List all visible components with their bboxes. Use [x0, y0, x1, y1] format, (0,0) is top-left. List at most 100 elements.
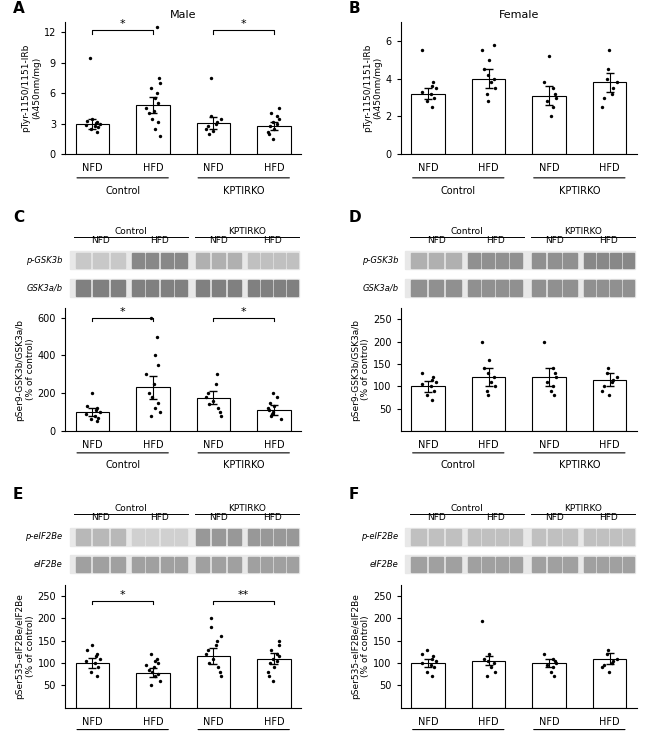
Text: HFD: HFD: [486, 237, 504, 245]
Point: [90, 410, 101, 422]
Text: Control: Control: [441, 460, 476, 470]
Bar: [597, 557, 608, 573]
Point: [86, 387, 97, 399]
Point: [490, 666, 501, 678]
Bar: [497, 280, 508, 296]
Point: [268, 400, 279, 412]
Point: [201, 648, 211, 660]
Point: [86, 639, 97, 651]
Point: [272, 655, 282, 667]
Bar: [261, 557, 272, 573]
Point: [152, 652, 162, 664]
Point: [599, 91, 609, 103]
Point: [426, 380, 436, 392]
Point: [612, 652, 622, 664]
Bar: [411, 94, 445, 154]
Point: [548, 363, 558, 374]
Point: [422, 643, 432, 655]
Bar: [597, 529, 608, 545]
Text: NFD: NFD: [91, 513, 110, 523]
Bar: [136, 673, 170, 708]
Bar: [472, 661, 505, 708]
Bar: [584, 253, 595, 268]
Point: [203, 657, 214, 669]
Point: [152, 21, 162, 33]
Point: [603, 643, 613, 655]
Y-axis label: pSer535-eIF2Be/eIF2Be
(% of control): pSer535-eIF2Be/eIF2Be (% of control): [351, 593, 370, 699]
Bar: [532, 377, 566, 431]
Point: [150, 123, 161, 135]
Point: [268, 406, 279, 418]
Point: [486, 662, 496, 674]
Point: [147, 666, 157, 678]
Point: [476, 615, 487, 626]
Text: NFD: NFD: [426, 513, 445, 523]
Bar: [548, 280, 561, 296]
Point: [268, 662, 279, 674]
Bar: [446, 280, 461, 296]
Bar: [76, 412, 109, 431]
Text: Control: Control: [115, 227, 148, 236]
Point: [272, 118, 282, 130]
Bar: [411, 557, 426, 573]
Point: [427, 650, 437, 662]
Point: [263, 402, 274, 414]
Bar: [411, 663, 445, 708]
Bar: [429, 529, 443, 545]
Point: [539, 336, 549, 348]
Point: [608, 655, 619, 667]
Point: [86, 123, 97, 135]
Bar: [510, 557, 523, 573]
Bar: [146, 280, 159, 296]
Bar: [610, 529, 621, 545]
Point: [146, 410, 156, 422]
Point: [548, 662, 558, 674]
Point: [203, 643, 213, 655]
Bar: [76, 280, 90, 296]
Bar: [597, 280, 608, 296]
Point: [213, 662, 223, 674]
Point: [543, 50, 554, 62]
Point: [550, 367, 560, 379]
Bar: [248, 253, 259, 268]
Bar: [93, 280, 108, 296]
Point: [211, 378, 222, 390]
Point: [147, 391, 157, 402]
Point: [203, 387, 213, 399]
Point: [141, 368, 151, 380]
Point: [91, 404, 101, 416]
Point: [153, 397, 163, 408]
Point: [546, 385, 556, 397]
Text: Control: Control: [450, 227, 483, 236]
Title: Female: Female: [499, 10, 539, 20]
Point: [268, 133, 279, 144]
Bar: [197, 656, 230, 708]
Point: [607, 376, 618, 388]
Bar: [257, 126, 291, 154]
Bar: [76, 529, 90, 545]
Bar: [532, 253, 545, 268]
Point: [91, 116, 101, 128]
Text: F: F: [348, 487, 359, 502]
Point: [92, 116, 102, 128]
Bar: [196, 529, 209, 545]
Text: D: D: [348, 210, 361, 225]
Point: [549, 671, 560, 682]
Point: [263, 666, 274, 678]
Point: [203, 128, 214, 140]
Text: NFD: NFD: [545, 513, 564, 523]
Bar: [227, 529, 241, 545]
Point: [91, 650, 101, 662]
Text: p-eIF2Be: p-eIF2Be: [361, 532, 398, 541]
Point: [608, 83, 619, 94]
Bar: [482, 253, 494, 268]
Point: [541, 376, 552, 388]
Point: [274, 650, 285, 662]
Bar: [468, 253, 480, 268]
Point: [150, 349, 160, 361]
Bar: [197, 122, 230, 154]
Point: [428, 662, 439, 674]
Bar: [111, 557, 125, 573]
Bar: [111, 529, 125, 545]
Bar: [93, 253, 108, 268]
